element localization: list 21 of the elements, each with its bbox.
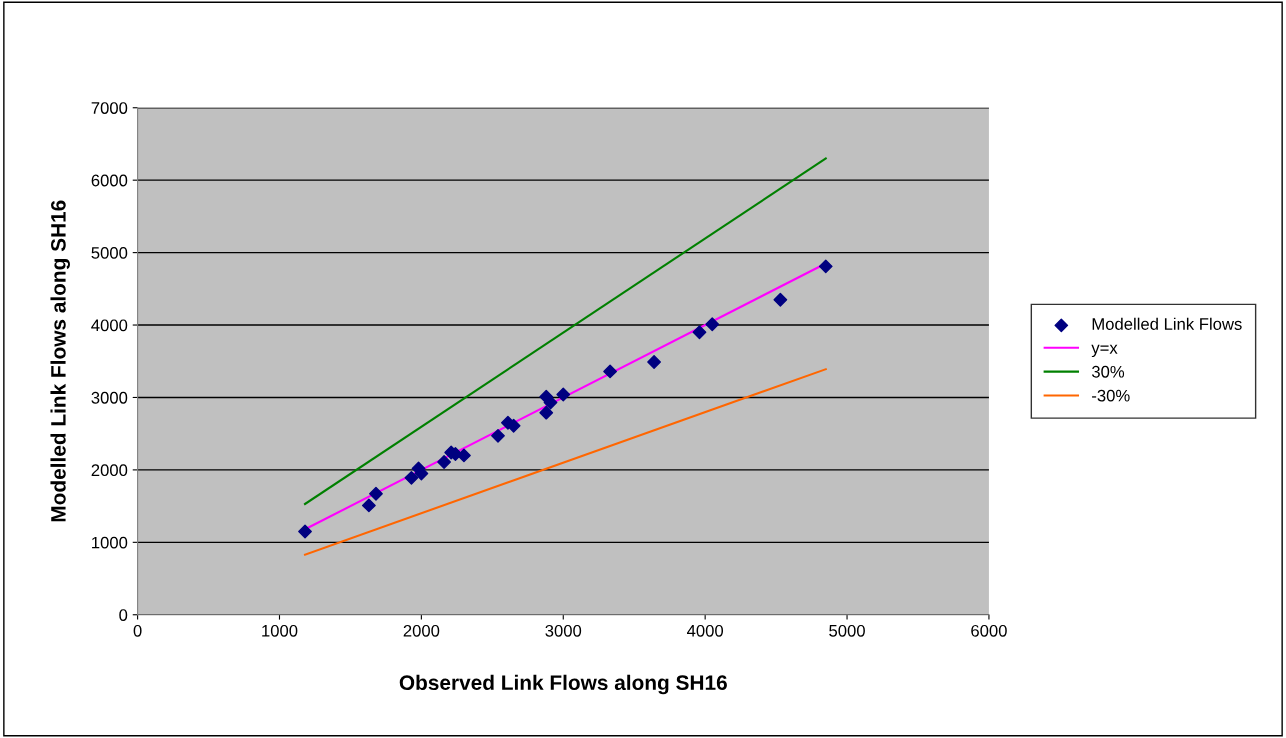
y-tick-label: 0 bbox=[119, 609, 128, 621]
x-tick-label: 0 bbox=[133, 624, 142, 637]
x-tick-label: 2000 bbox=[403, 624, 440, 637]
y-tick-label: 5000 bbox=[91, 247, 128, 259]
legend-label: 30% bbox=[1091, 365, 1125, 378]
y-tick-label: 4000 bbox=[91, 319, 128, 332]
y-tick-label: 1000 bbox=[92, 536, 128, 549]
x-tick-label: 6000 bbox=[971, 624, 1007, 637]
legend-label: y=x bbox=[1091, 344, 1118, 358]
y-tick-label: 6000 bbox=[91, 174, 128, 187]
x-tick-label: 5000 bbox=[829, 624, 865, 637]
x-axis-title: Observed Link Flows along SH16 bbox=[399, 674, 727, 695]
legend-label: Modelled Link Flows bbox=[1092, 317, 1242, 330]
y-tick-label: 3000 bbox=[91, 391, 128, 404]
y-tick-label: 7000 bbox=[91, 102, 128, 114]
y-axis-title: Modelled Link Flows along SH16 bbox=[50, 200, 70, 522]
y-tick-label: 2000 bbox=[91, 464, 128, 477]
x-tick-label: 1000 bbox=[262, 624, 298, 637]
x-tick-label: 4000 bbox=[687, 624, 724, 637]
legend-label: -30% bbox=[1092, 389, 1130, 402]
x-tick-label: 3000 bbox=[545, 624, 582, 637]
